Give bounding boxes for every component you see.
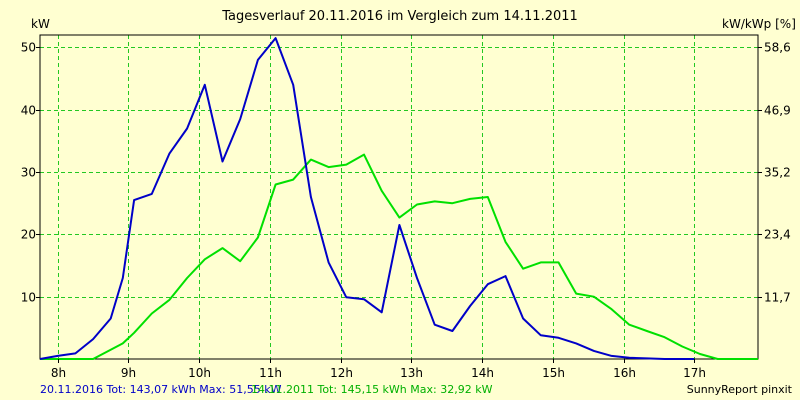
y-tick-label: 40 <box>21 104 36 118</box>
y2-tick-label: 46,9 <box>764 104 791 118</box>
series-line-2 <box>40 153 758 360</box>
y-tick-label: 10 <box>21 291 36 305</box>
credit-text: SunnyReport pinxit <box>686 383 792 396</box>
tick-labels: 8h 9h 10h 11h 12h 13h 14h 15h 16h 17h 10 11,7 20 23,4… <box>21 41 791 381</box>
legend-series-2: 14.11.2011 Tot: 145,15 kWh Max: 32,92 kW <box>251 383 493 396</box>
y-axis-label: kW <box>31 17 50 31</box>
x-tick-label: 15h <box>542 366 565 380</box>
x-tick-label: 16h <box>613 366 636 380</box>
x-tick-label: 10h <box>188 366 211 380</box>
y-tick-label: 30 <box>21 166 36 180</box>
series-lines <box>39 37 758 360</box>
legend-series-1: 20.11.2016 Tot: 143,07 kWh Max: 51,55 kW <box>40 383 282 396</box>
y2-tick-label: 58,6 <box>764 41 791 55</box>
chart-title: Tagesverlauf 20.11.2016 im Vergleich zum… <box>222 9 578 24</box>
y2-tick-label: 23,4 <box>764 228 791 242</box>
y2-tick-label: 35,2 <box>764 166 791 180</box>
y2-tick-label: 11,7 <box>764 291 791 305</box>
x-tick-label: 8h <box>51 366 66 380</box>
x-tick-label: 9h <box>121 366 136 380</box>
x-tick-label: 13h <box>400 366 423 380</box>
series-line-1 <box>39 37 695 360</box>
y-tick-label: 50 <box>21 41 36 55</box>
x-tick-label: 11h <box>259 366 282 380</box>
x-tick-label: 14h <box>471 366 494 380</box>
y-tick-label: 20 <box>21 228 36 242</box>
x-tick-label: 12h <box>330 366 353 380</box>
grid <box>40 35 758 359</box>
plot-frame <box>39 34 759 360</box>
y2-axis-label: kW/kWp [%] <box>722 17 796 31</box>
x-tick-label: 17h <box>683 366 706 380</box>
